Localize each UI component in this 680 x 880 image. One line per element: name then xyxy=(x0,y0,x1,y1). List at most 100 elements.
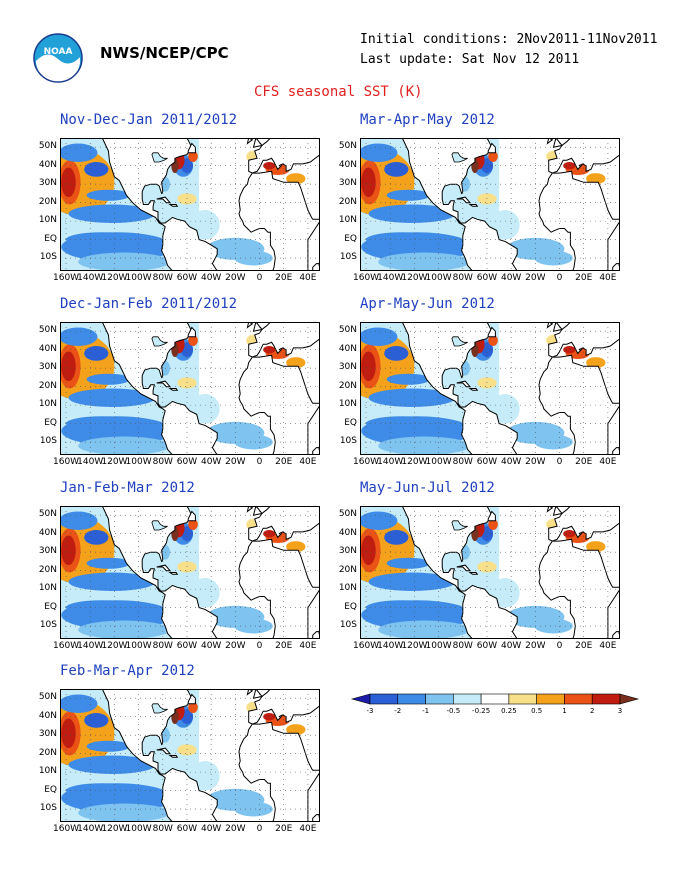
lon-label: 0 xyxy=(256,824,263,834)
lat-label: 10S xyxy=(339,620,357,631)
lon-label: 40W xyxy=(500,457,522,467)
lat-label: EQ xyxy=(344,601,357,612)
lon-label: 0 xyxy=(256,641,263,651)
lon-label: 60W xyxy=(176,641,198,651)
lon-label: 0 xyxy=(256,457,263,467)
lon-label: 140W xyxy=(377,457,404,467)
lat-label: 10S xyxy=(39,803,57,814)
lon-label: 60W xyxy=(476,273,498,283)
lon-label: 160W xyxy=(52,457,80,467)
lon-label: 100W xyxy=(125,273,152,283)
lat-label: 30N xyxy=(338,362,357,373)
lon-label: 20E xyxy=(275,273,293,283)
initial-conditions: Initial conditions: 2Nov2011-11Nov2011 xyxy=(360,32,658,47)
colorbar-tick-label: 0.5 xyxy=(531,707,542,714)
lat-label: 20N xyxy=(38,564,57,575)
sst-map xyxy=(60,322,320,455)
lat-label: EQ xyxy=(44,784,57,795)
lat-label: 20N xyxy=(338,564,357,575)
colorbar-segment xyxy=(591,693,621,705)
lat-label: 40N xyxy=(338,159,357,170)
lat-label: 20N xyxy=(338,196,357,207)
sst-map xyxy=(360,322,620,455)
panel-title: Apr-May-Jun 2012 xyxy=(360,296,495,312)
lon-label: 80W xyxy=(152,824,173,834)
panel-title: Dec-Jan-Feb 2011/2012 xyxy=(60,296,238,312)
lon-label: 40W xyxy=(500,641,522,651)
lon-label: 20W xyxy=(225,273,246,283)
colorbar-tick-label: -1 xyxy=(422,707,429,714)
lat-label: 10S xyxy=(339,252,357,263)
lon-label: 120W xyxy=(101,457,128,467)
lon-label: 160W xyxy=(52,641,80,651)
lon-label: 120W xyxy=(101,273,128,283)
lon-label: 100W xyxy=(425,641,452,651)
lat-label: 10S xyxy=(339,436,357,447)
colorbar-tick-label: -0.5 xyxy=(446,707,460,714)
lat-label: 10N xyxy=(38,583,57,594)
lon-label: 20E xyxy=(275,457,293,467)
sst-map xyxy=(60,138,320,271)
lon-label: 140W xyxy=(77,641,104,651)
lon-label: 20W xyxy=(225,641,246,651)
lon-label: 100W xyxy=(425,457,452,467)
lat-label: 50N xyxy=(338,325,357,336)
lon-label: 100W xyxy=(125,457,152,467)
sst-map xyxy=(60,689,320,822)
lon-label: 20E xyxy=(275,824,293,834)
colorbar-tick-label: 3 xyxy=(618,707,622,714)
colorbar-segment xyxy=(564,693,593,705)
colorbar-segment xyxy=(453,693,482,705)
colorbar-segment xyxy=(425,693,454,705)
lon-label: 160W xyxy=(52,273,80,283)
lat-label: EQ xyxy=(344,417,357,428)
lon-label: 20E xyxy=(275,641,293,651)
lon-label: 80W xyxy=(452,457,473,467)
lon-label: 120W xyxy=(401,457,428,467)
lat-label: 10S xyxy=(39,252,57,263)
lon-label: 60W xyxy=(176,824,198,834)
panel-title: May-Jun-Jul 2012 xyxy=(360,480,495,496)
lon-label: 100W xyxy=(125,641,152,651)
lat-label: EQ xyxy=(44,233,57,244)
lat-label: 30N xyxy=(38,362,57,373)
lon-label: 0 xyxy=(556,641,563,651)
lon-label: 140W xyxy=(77,824,104,834)
sst-map xyxy=(360,138,620,271)
colorbar-segment xyxy=(508,693,537,705)
lon-label: 80W xyxy=(152,273,173,283)
lon-label: 20W xyxy=(525,641,546,651)
lon-label: 120W xyxy=(101,824,128,834)
lon-label: 160W xyxy=(352,273,380,283)
lon-label: 120W xyxy=(101,641,128,651)
colorbar-tick-label: -0.25 xyxy=(472,707,490,714)
lon-label: 0 xyxy=(256,273,263,283)
lat-label: 30N xyxy=(38,729,57,740)
lat-label: 30N xyxy=(338,178,357,189)
sst-map xyxy=(360,506,620,639)
lon-label: 20E xyxy=(575,641,593,651)
colorbar-segment xyxy=(369,693,399,705)
lon-label: 40W xyxy=(200,457,222,467)
lat-label: 10N xyxy=(338,583,357,594)
lon-label: 100W xyxy=(125,824,152,834)
lon-label: 0 xyxy=(556,273,563,283)
lon-label: 40E xyxy=(599,641,617,651)
lon-label: 80W xyxy=(452,641,473,651)
lon-label: 20E xyxy=(575,273,593,283)
chart-title: CFS seasonal SST (K) xyxy=(254,84,423,100)
lat-label: 50N xyxy=(38,325,57,336)
lat-label: 40N xyxy=(38,527,57,538)
lon-label: 120W xyxy=(401,641,428,651)
lon-label: 20W xyxy=(525,457,546,467)
lon-label: 20W xyxy=(525,273,546,283)
lat-label: 50N xyxy=(338,141,357,152)
lat-label: 50N xyxy=(338,509,357,520)
lon-label: 160W xyxy=(352,641,380,651)
colorbar-tick-label: -2 xyxy=(394,707,401,714)
lat-label: 50N xyxy=(38,509,57,520)
lat-label: 40N xyxy=(338,527,357,538)
panel-title: Nov-Dec-Jan 2011/2012 xyxy=(60,112,238,128)
colorbar-tick-label: -3 xyxy=(367,707,374,714)
